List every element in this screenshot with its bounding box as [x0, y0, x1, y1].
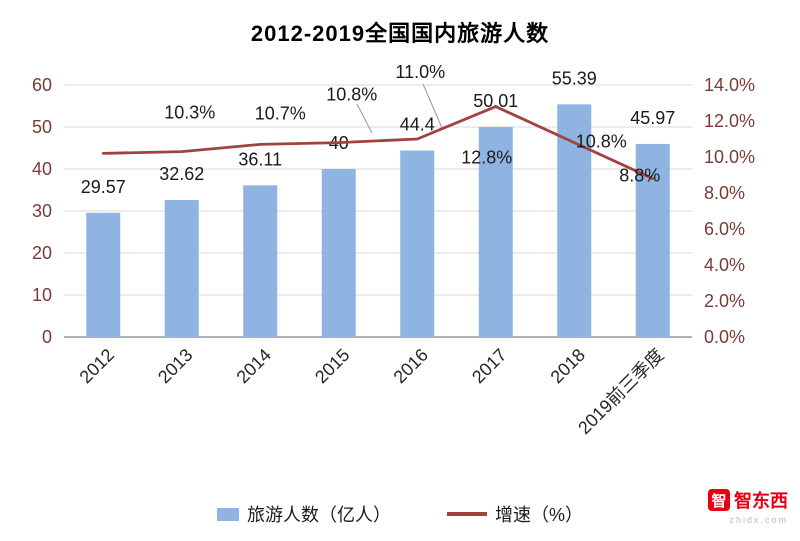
- chart-legend: 旅游人数（亿人） 增速（%）: [0, 501, 800, 527]
- bar: [478, 126, 513, 337]
- secondary-axis-tick-label: 14.0%: [704, 75, 755, 95]
- bar: [400, 150, 435, 337]
- secondary-axis-tick-label: 6.0%: [704, 219, 745, 239]
- legend-label-line-series: 增速（%）: [494, 505, 583, 525]
- bar: [86, 212, 121, 337]
- legend-item-line-series: 增速（%）: [446, 501, 583, 527]
- chart-title: 2012-2019全国国内旅游人数: [250, 21, 550, 46]
- line-data-label: 10.8%: [326, 85, 377, 105]
- secondary-axis-tick-label: 4.0%: [704, 255, 745, 275]
- label-leader-line: [356, 103, 373, 134]
- label-leader-line: [422, 83, 443, 129]
- secondary-axis-tick-label: 0.0%: [704, 327, 745, 347]
- line-data-label: 8.8%: [619, 166, 660, 186]
- bar-data-label: 29.57: [81, 177, 126, 197]
- x-axis-category-label: 2012: [76, 345, 118, 387]
- bar: [321, 169, 356, 337]
- x-axis-category-label: 2016: [390, 345, 432, 387]
- bar: [164, 199, 199, 337]
- y-axis-tick-label: 20: [32, 243, 52, 263]
- bar: [635, 143, 670, 337]
- x-axis-category-label: 2014: [233, 345, 275, 387]
- bar-data-label: 44.4: [400, 115, 435, 135]
- secondary-axis-tick-label: 10.0%: [704, 147, 755, 167]
- zhidx-logo-icon: 智: [708, 489, 730, 511]
- bar-series-swatch-icon: [216, 507, 239, 521]
- y-axis-tick-label: 60: [32, 75, 52, 95]
- line-data-label: 10.8%: [576, 132, 627, 152]
- x-axis-category-label: 2013: [154, 345, 196, 387]
- bar-data-label: 45.97: [630, 108, 675, 128]
- line-data-label: 12.8%: [461, 148, 512, 168]
- y-axis-tick-label: 0: [42, 327, 52, 347]
- line-data-label: 10.7%: [255, 103, 306, 123]
- watermark-url: zhidx.com: [729, 515, 788, 525]
- bar-data-label: 32.62: [159, 164, 204, 184]
- x-axis-category-label: 2015: [311, 345, 353, 387]
- x-axis-category-label: 2018: [547, 345, 589, 387]
- secondary-axis-tick-label: 8.0%: [704, 183, 745, 203]
- line-series-swatch-icon: [446, 512, 487, 516]
- y-axis-tick-label: 10: [32, 285, 52, 305]
- legend-label-bar-series: 旅游人数（亿人）: [246, 505, 391, 525]
- watermark: 智 智东西 zhidx.com: [708, 487, 788, 525]
- bar-data-label: 50.01: [473, 91, 518, 111]
- bar-data-label: 55.39: [552, 68, 597, 88]
- chart-plot-area: 60 50 40 30 20 10 0 14.0% 12.0% 10.0% 8.0% 6.0% 4.0%…: [32, 62, 755, 438]
- y-axis-tick-label: 30: [32, 201, 52, 221]
- bar-data-label: 36.11: [238, 149, 282, 169]
- line-data-label: 10.3%: [164, 103, 215, 123]
- y-axis-tick-label: 50: [32, 117, 52, 137]
- y-axis-tick-label: 40: [32, 159, 52, 179]
- secondary-axis-tick-label: 12.0%: [704, 111, 755, 131]
- growth-line: [101, 105, 655, 181]
- x-axis-category-label: 2017: [468, 345, 510, 387]
- secondary-axis-tick-label: 2.0%: [704, 291, 745, 311]
- bar: [243, 185, 278, 337]
- legend-item-bar-series: 旅游人数（亿人）: [216, 501, 391, 527]
- line-data-label: 11.0%: [395, 62, 445, 82]
- watermark-brand: 智东西: [734, 491, 788, 511]
